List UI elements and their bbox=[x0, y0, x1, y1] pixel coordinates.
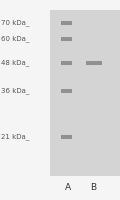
Bar bbox=[61, 21, 72, 25]
Bar bbox=[61, 37, 72, 41]
Text: 36 kDa_: 36 kDa_ bbox=[1, 88, 30, 94]
Text: 48 kDa_: 48 kDa_ bbox=[1, 60, 29, 66]
Text: 70 kDa_: 70 kDa_ bbox=[1, 20, 30, 26]
Text: 21 kDa_: 21 kDa_ bbox=[1, 134, 29, 140]
Bar bbox=[50, 10, 120, 176]
Text: B: B bbox=[90, 183, 96, 192]
Bar bbox=[61, 89, 72, 93]
Bar bbox=[61, 135, 72, 139]
Text: 60 kDa_: 60 kDa_ bbox=[1, 36, 30, 42]
Bar bbox=[85, 61, 102, 65]
Text: A: A bbox=[65, 183, 71, 192]
Bar bbox=[61, 61, 72, 65]
